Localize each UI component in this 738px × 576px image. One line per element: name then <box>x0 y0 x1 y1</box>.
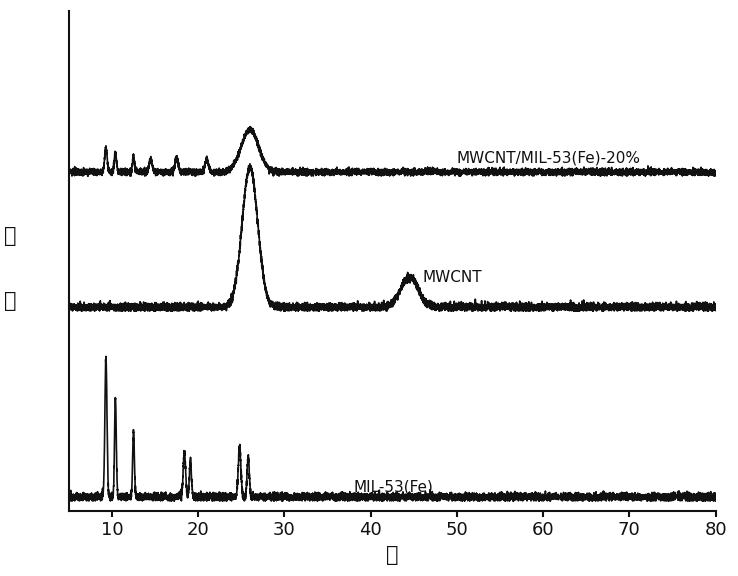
X-axis label: 度: 度 <box>386 545 399 565</box>
Text: MWCNT: MWCNT <box>422 270 482 285</box>
Text: MIL-53(Fe): MIL-53(Fe) <box>354 480 433 495</box>
Text: 度: 度 <box>4 291 17 311</box>
Text: MWCNT/MIL-53(Fe)-20%: MWCNT/MIL-53(Fe)-20% <box>457 150 641 165</box>
Text: 强: 强 <box>4 226 17 246</box>
